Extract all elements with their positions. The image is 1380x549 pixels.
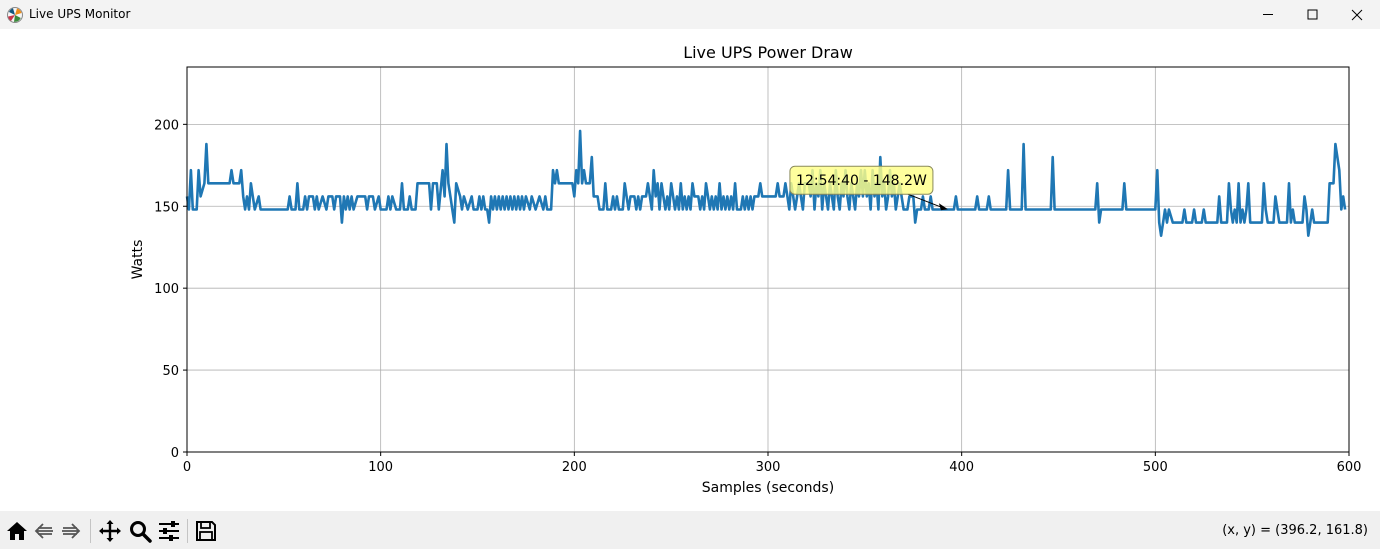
save-button[interactable] xyxy=(192,518,220,544)
zoom-icon xyxy=(130,521,152,543)
figure-canvas[interactable]: 0 100 200 300 400 500 600 0 50 100 150 200 Live UPS… xyxy=(0,29,1380,511)
forward-icon xyxy=(62,523,81,539)
x-axis-label: Samples (seconds) xyxy=(702,480,834,496)
minimize-icon xyxy=(1263,14,1273,15)
annotation-arrowhead xyxy=(938,203,948,211)
x-tick-label: 500 xyxy=(1143,460,1168,475)
home-button[interactable] xyxy=(3,518,31,544)
maximize-icon xyxy=(1307,9,1318,20)
back-button[interactable] xyxy=(30,518,58,544)
save-icon xyxy=(196,521,216,541)
annotation-box xyxy=(789,165,934,195)
x-tick-label: 0 xyxy=(183,460,191,475)
configure-subplots-button[interactable] xyxy=(155,518,183,544)
x-tick-label: 600 xyxy=(1337,460,1362,475)
window-title: Live UPS Monitor xyxy=(29,7,131,21)
pan-button[interactable] xyxy=(96,518,124,544)
axis-ticks: 0 100 200 300 400 500 600 0 50 100 150 200 xyxy=(154,118,1361,475)
grid-lines xyxy=(187,67,1349,452)
x-tick-label: 400 xyxy=(949,460,974,475)
cursor-coordinates: (x, y) = (396.2, 161.8) xyxy=(1222,523,1368,538)
y-axis-label: Watts xyxy=(130,240,146,280)
x-tick-label: 300 xyxy=(756,460,781,475)
title-bar: Live UPS Monitor xyxy=(0,0,1380,29)
y-tick-label: 200 xyxy=(154,118,179,133)
x-tick-label: 200 xyxy=(562,460,587,475)
chart-title: Live UPS Power Draw xyxy=(683,43,853,62)
minimize-button[interactable] xyxy=(1245,0,1291,29)
y-tick-label: 100 xyxy=(154,282,179,297)
toolbar-separator xyxy=(90,519,91,543)
series-line xyxy=(185,129,1347,237)
close-button[interactable] xyxy=(1334,0,1380,29)
forward-button[interactable] xyxy=(57,518,85,544)
annotation-tooltip: 12:54:40 - 148.2W xyxy=(789,165,948,211)
annotation-text: 12:54:40 - 148.2W xyxy=(796,173,927,189)
back-icon xyxy=(34,523,53,539)
zoom-button[interactable] xyxy=(126,518,154,544)
line-chart: 0 100 200 300 400 500 600 0 50 100 150 200 Live UPS… xyxy=(130,43,1361,496)
maximize-button[interactable] xyxy=(1290,0,1336,29)
toolbar-separator xyxy=(187,519,188,543)
home-icon xyxy=(7,522,27,540)
annotation-arrow xyxy=(907,193,945,209)
close-icon xyxy=(1351,9,1363,21)
navigation-toolbar: (x, y) = (396.2, 161.8) xyxy=(0,511,1380,549)
pan-icon xyxy=(99,520,121,542)
y-tick-label: 0 xyxy=(171,446,179,461)
y-tick-label: 150 xyxy=(154,200,179,215)
configure-subplots-icon xyxy=(159,521,179,541)
y-tick-label: 50 xyxy=(162,364,179,379)
x-tick-label: 100 xyxy=(368,460,393,475)
matplotlib-icon xyxy=(7,7,23,23)
